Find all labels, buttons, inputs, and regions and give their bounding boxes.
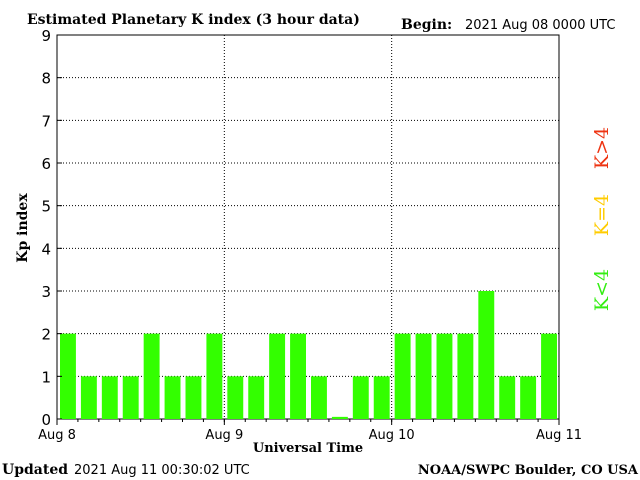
y-tick-label: 8: [41, 70, 51, 88]
y-tick-label: 3: [41, 283, 51, 301]
kp-bar: [457, 333, 474, 419]
y-ticks: 0 1 2 3 4 5 6 7 8 9: [41, 27, 62, 429]
begin-label: Begin:: [401, 17, 452, 33]
y-tick-label: 6: [41, 155, 51, 173]
kp-bar: [394, 333, 411, 419]
kp-bar: [415, 333, 432, 419]
kp-bar: [541, 333, 557, 419]
x-tick-label: Aug 9: [205, 428, 243, 443]
kp-bar: [227, 376, 244, 419]
kp-bar: [122, 376, 139, 419]
bars-group: [60, 291, 557, 419]
x-tick-label: Aug 11: [536, 428, 582, 443]
kp-bar: [352, 376, 369, 419]
kp-bar: [331, 416, 348, 419]
y-tick-label: 1: [41, 368, 51, 386]
legend-k-equal-4: K=4: [591, 194, 613, 236]
y-tick-label: 5: [41, 198, 51, 216]
grid-lines: [57, 35, 559, 419]
legend-k-less-4: K<4: [591, 269, 613, 311]
kp-bar: [290, 333, 306, 419]
kp-bar: [499, 376, 516, 419]
kp-bar: [269, 333, 286, 419]
kp-bar: [520, 376, 537, 419]
chart-title: Estimated Planetary K index (3 hour data…: [27, 12, 360, 28]
kp-bar: [164, 376, 181, 419]
x-tick-label: Aug 8: [38, 428, 76, 443]
kp-bar: [185, 376, 202, 419]
kp-bar: [60, 333, 76, 419]
kp-bar: [436, 333, 453, 419]
y-tick-label: 2: [41, 326, 51, 344]
y-axis-label: Kp index: [15, 193, 31, 263]
y-tick-label: 9: [41, 27, 51, 45]
x-axis-label: Universal Time: [253, 441, 363, 456]
x-ticks: Aug 8 Aug 9 Aug 10 Aug 11: [38, 419, 582, 443]
begin-value: 2021 Aug 08 0000 UTC: [465, 18, 615, 33]
legend-k-greater-4: K>4: [591, 127, 613, 169]
updated-label: Updated: [2, 462, 68, 478]
kp-bar: [248, 376, 265, 419]
source-credit: NOAA/SWPC Boulder, CO USA: [418, 463, 639, 478]
y-tick-label: 7: [41, 112, 51, 130]
updated-value: 2021 Aug 11 00:30:02 UTC: [74, 463, 250, 478]
kp-bar: [101, 376, 118, 419]
y-tick-label: 4: [41, 240, 51, 258]
kp-bar: [311, 376, 327, 419]
y-tick-label: 0: [41, 411, 51, 429]
kp-bar: [478, 291, 495, 419]
kp-bar: [80, 376, 97, 419]
kp-bar: [143, 333, 160, 419]
kp-bar: [206, 333, 223, 419]
kp-bar: [373, 376, 390, 419]
x-tick-label: Aug 10: [369, 428, 415, 443]
